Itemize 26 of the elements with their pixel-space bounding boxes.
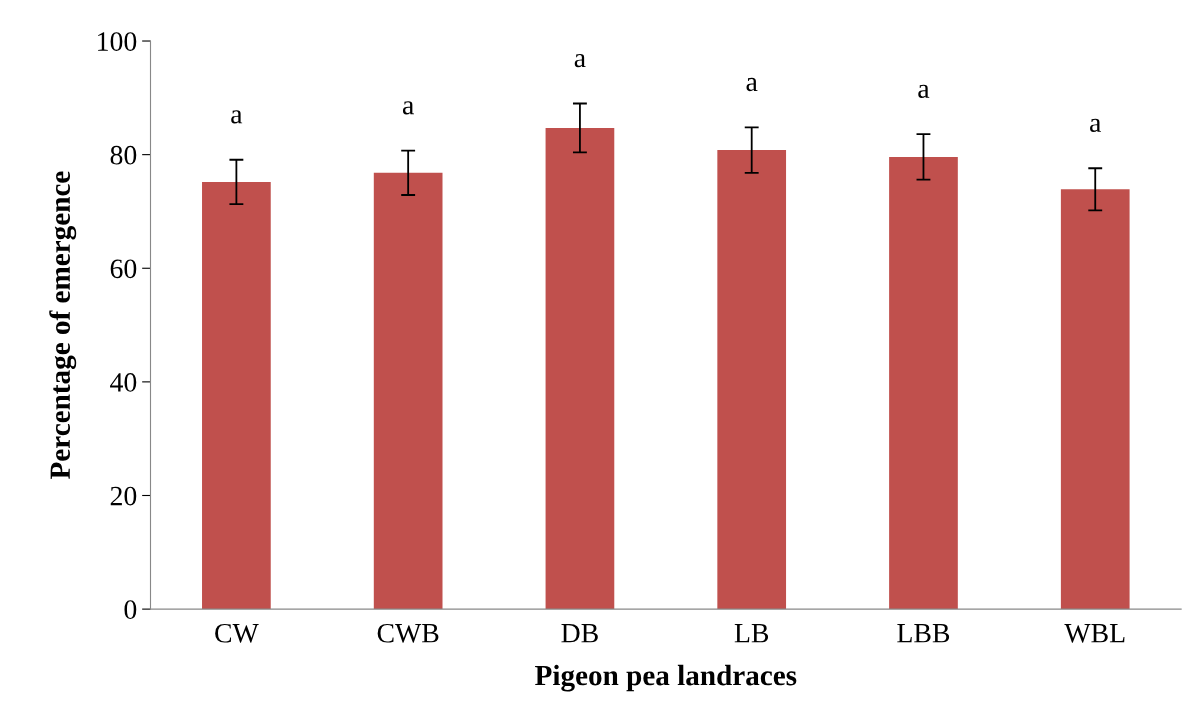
y-tick-label: 80 bbox=[110, 145, 137, 165]
bar bbox=[545, 127, 615, 610]
bar bbox=[373, 172, 443, 610]
y-tick-label: 60 bbox=[110, 259, 137, 279]
annotation: a bbox=[231, 110, 243, 124]
y-axis-title: Percentage of emergence bbox=[49, 171, 77, 479]
bar bbox=[202, 181, 271, 610]
y-tick-label: 20 bbox=[110, 486, 137, 506]
bar bbox=[889, 156, 958, 610]
x-tick-label: DB bbox=[561, 624, 598, 643]
x-tick-label: CW bbox=[215, 623, 259, 643]
y-tick-label: 0 bbox=[124, 600, 137, 620]
bar bbox=[1060, 189, 1130, 610]
annotation: a bbox=[746, 77, 758, 92]
annotation: a bbox=[574, 54, 586, 68]
y-tick-label: 100 bbox=[98, 32, 137, 51]
annotation: a bbox=[918, 84, 930, 98]
annotation: a bbox=[402, 101, 414, 115]
x-tick-label: LBB bbox=[897, 624, 950, 643]
x-axis-title: Pigeon pea landraces bbox=[535, 664, 797, 692]
x-tick-label: LB bbox=[734, 624, 769, 643]
y-tick-label: 40 bbox=[110, 373, 137, 392]
bar bbox=[717, 150, 787, 610]
x-tick-label: WBL bbox=[1064, 624, 1125, 643]
x-tick-label: CWB bbox=[377, 623, 439, 643]
annotation: a bbox=[1090, 118, 1102, 133]
